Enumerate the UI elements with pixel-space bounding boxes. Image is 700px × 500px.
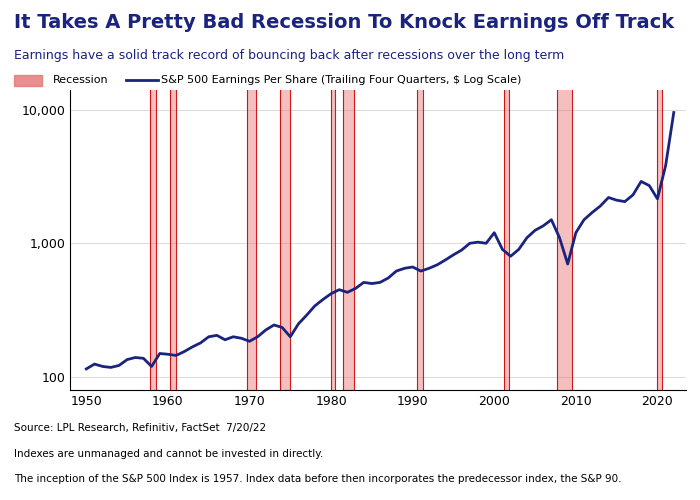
Text: Earnings have a solid track record of bouncing back after recessions over the lo: Earnings have a solid track record of bo… <box>14 50 564 62</box>
Bar <box>557 90 572 390</box>
Bar <box>657 90 662 390</box>
Bar <box>416 90 423 390</box>
Text: S&P 500 Earnings Per Share (Trailing Four Quarters, $ Log Scale): S&P 500 Earnings Per Share (Trailing Fou… <box>161 75 522 85</box>
Bar <box>343 90 354 390</box>
Text: It Takes A Pretty Bad Recession To Knock Earnings Off Track: It Takes A Pretty Bad Recession To Knock… <box>14 14 674 32</box>
Bar <box>331 90 335 390</box>
Bar <box>248 90 256 390</box>
Text: Indexes are unmanaged and cannot be invested in directly.: Indexes are unmanaged and cannot be inve… <box>14 448 323 458</box>
Bar <box>170 90 176 390</box>
Bar <box>150 90 155 390</box>
Bar <box>280 90 290 390</box>
Text: The inception of the S&P 500 Index is 1957. Index data before then incorporates : The inception of the S&P 500 Index is 19… <box>14 474 622 484</box>
Text: Source: LPL Research, Refinitiv, FactSet  7/20/22: Source: LPL Research, Refinitiv, FactSet… <box>14 424 266 434</box>
Bar <box>505 90 508 390</box>
Text: Recession: Recession <box>52 75 108 85</box>
FancyBboxPatch shape <box>14 74 42 86</box>
